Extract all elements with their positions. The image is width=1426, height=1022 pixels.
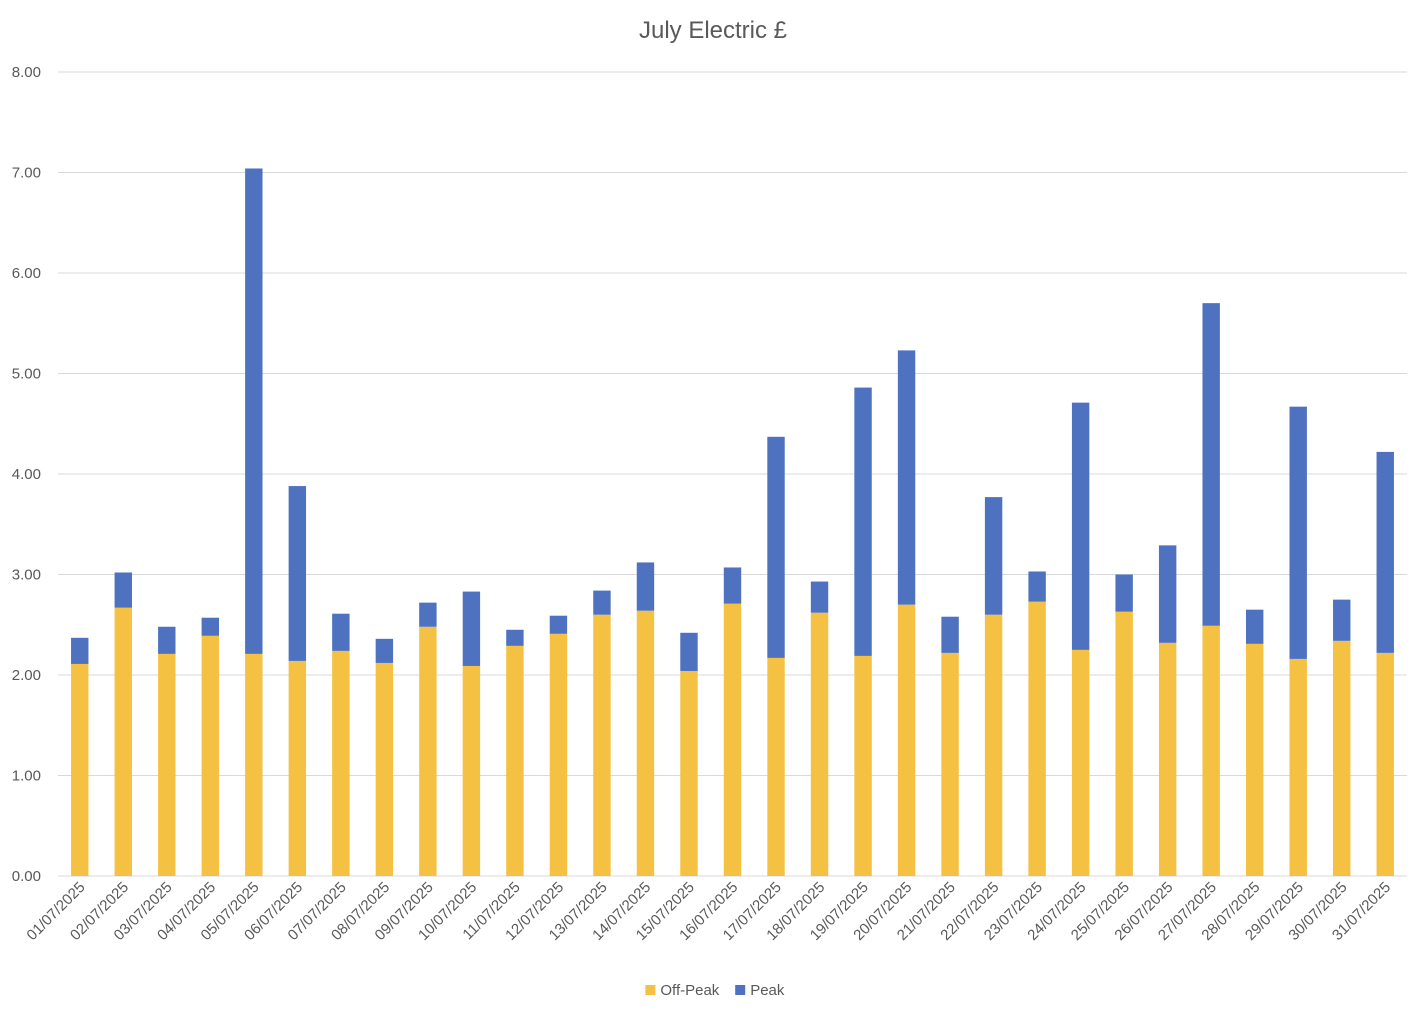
bar-off-peak (593, 614, 611, 876)
bar-off-peak (636, 610, 655, 876)
bar-off-peak (1071, 649, 1090, 876)
bar-off-peak (723, 603, 742, 876)
bar-peak (1289, 406, 1307, 659)
bar-peak (810, 581, 829, 613)
bar-peak (897, 350, 916, 605)
bar-peak (1333, 599, 1351, 641)
bar-peak (767, 436, 785, 658)
bars (71, 168, 1394, 876)
y-tick-label: 5.00 (12, 366, 41, 383)
bar-peak (1202, 303, 1220, 626)
bar-off-peak (201, 635, 220, 876)
bar-off-peak (1245, 643, 1264, 876)
bar-peak (1071, 402, 1090, 650)
gridlines (58, 71, 1407, 877)
bar-off-peak (680, 670, 698, 876)
bar-peak (984, 497, 1003, 615)
bar-off-peak (1202, 625, 1220, 876)
y-tick-label: 3.00 (12, 567, 41, 584)
bar-off-peak (462, 665, 481, 876)
bar-peak (506, 629, 524, 646)
bar-off-peak (158, 653, 176, 876)
bar-off-peak (419, 626, 437, 876)
bar-peak (680, 632, 698, 671)
bar-peak (636, 562, 655, 611)
bar-peak (71, 637, 89, 664)
bar-peak (723, 567, 742, 604)
y-tick-label: 2.00 (12, 667, 41, 684)
bar-off-peak (114, 607, 132, 876)
bar-peak (1245, 609, 1264, 644)
bar-off-peak (1158, 642, 1177, 876)
bar-off-peak (941, 652, 959, 876)
y-tick-label: 6.00 (12, 265, 41, 282)
bar-off-peak (767, 657, 785, 876)
bar-off-peak (549, 633, 568, 876)
bar-peak (114, 572, 132, 608)
bar-peak (375, 638, 394, 663)
bar-off-peak (897, 604, 916, 876)
bar-peak (201, 617, 220, 636)
bar-peak (1376, 451, 1394, 653)
bar-peak (462, 591, 481, 666)
legend-label-peak: Peak (750, 982, 785, 999)
bar-peak (1028, 571, 1046, 602)
y-axis: 0.00 1.00 2.00 3.00 4.00 5.00 6.00 7.00 8.00 (12, 64, 41, 885)
bar-off-peak (375, 662, 394, 876)
bar-off-peak (1028, 601, 1046, 876)
y-tick-label: 0.00 (12, 868, 41, 885)
bar-peak (288, 486, 307, 661)
bar-off-peak (71, 663, 89, 876)
bar-off-peak (984, 614, 1003, 876)
legend: Off-Peak Peak (645, 982, 785, 999)
bar-peak (1158, 545, 1177, 643)
bar-peak (419, 602, 437, 627)
bar-peak (593, 590, 611, 615)
legend-swatch-peak (735, 985, 746, 995)
bar-peak (245, 168, 263, 654)
bar-peak (941, 616, 959, 653)
bar-off-peak (332, 650, 350, 876)
bar-off-peak (1289, 658, 1307, 876)
bar-peak (158, 626, 176, 654)
bar-off-peak (288, 660, 307, 876)
y-tick-label: 1.00 (12, 768, 41, 785)
chart-title: July Electric £ (639, 17, 787, 44)
y-tick-label: 7.00 (12, 165, 41, 182)
bar-off-peak (506, 645, 524, 876)
bar-off-peak (1333, 640, 1351, 876)
bar-peak (1115, 574, 1133, 612)
bar-off-peak (245, 653, 263, 876)
bar-off-peak (1376, 652, 1394, 876)
bar-peak (549, 615, 568, 634)
y-tick-label: 4.00 (12, 466, 41, 483)
legend-label-off-peak: Off-Peak (660, 982, 719, 999)
legend-swatch-off-peak (645, 985, 656, 995)
bar-peak (332, 613, 350, 651)
bar-peak (854, 387, 872, 656)
x-axis: 01/07/202502/07/202503/07/202504/07/2025… (23, 879, 1394, 944)
bar-off-peak (854, 655, 872, 876)
bar-off-peak (1115, 611, 1133, 876)
y-tick-label: 8.00 (12, 64, 41, 81)
bar-off-peak (810, 612, 829, 876)
